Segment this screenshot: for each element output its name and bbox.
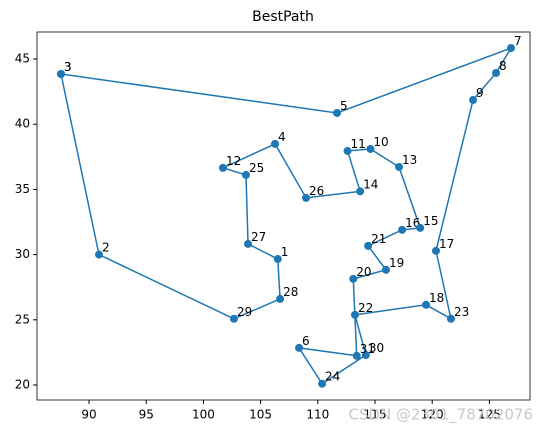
point-label: 4: [278, 130, 286, 144]
y-tick-label: 30: [15, 247, 30, 261]
point-label: 12: [226, 154, 241, 168]
point: [295, 343, 304, 352]
point: [273, 255, 282, 264]
y-tick-label: 45: [15, 51, 30, 65]
point-label: 17: [439, 237, 454, 251]
point-label: 15: [423, 214, 438, 228]
point-label: 8: [499, 59, 507, 73]
point-label: 20: [356, 265, 371, 279]
point-label: 30: [369, 341, 384, 355]
x-tick-label: 120: [421, 408, 444, 422]
x-tick-label: 95: [139, 408, 154, 422]
point: [343, 146, 352, 155]
y-tick-label: 20: [15, 378, 30, 392]
point: [218, 163, 227, 172]
point-label: 10: [373, 135, 388, 149]
point: [416, 223, 425, 232]
point: [349, 274, 358, 283]
plot-frame: [36, 31, 531, 401]
point: [352, 351, 361, 360]
x-tick-label: 115: [364, 408, 387, 422]
point-label: 27: [251, 230, 266, 244]
point-label: 21: [371, 232, 386, 246]
point-label: 24: [325, 370, 340, 384]
point: [507, 44, 516, 53]
point-label: 14: [363, 177, 378, 191]
y-tick-label: 35: [15, 182, 30, 196]
x-tick-label: 90: [81, 408, 96, 422]
point: [469, 95, 478, 104]
point-label: 1: [281, 245, 289, 259]
point: [241, 170, 250, 179]
point: [492, 68, 501, 77]
point: [333, 108, 342, 117]
point: [229, 314, 238, 323]
watermark: CSDN @2301_78702076: [348, 406, 533, 425]
point-label: 2: [102, 241, 110, 255]
point: [446, 314, 455, 323]
point-label: 9: [476, 86, 484, 100]
point: [366, 144, 375, 153]
point-label: 19: [389, 256, 404, 270]
point: [361, 351, 370, 360]
point-label: 26: [309, 184, 324, 198]
point-label: 11: [351, 137, 366, 151]
point: [276, 294, 285, 303]
point-label: 28: [283, 285, 298, 299]
x-tick-label: 100: [192, 408, 215, 422]
point: [244, 239, 253, 248]
point: [356, 187, 365, 196]
point-label: 6: [302, 334, 310, 348]
point: [381, 265, 390, 274]
x-tick-label: 110: [306, 408, 329, 422]
point-label: 13: [402, 153, 417, 167]
chart-title: BestPath: [252, 9, 314, 25]
point: [302, 193, 311, 202]
path-line: [60, 46, 513, 385]
point: [57, 69, 66, 78]
point-label: 29: [237, 305, 252, 319]
point-label: 23: [454, 305, 469, 319]
point: [364, 241, 373, 250]
point: [422, 300, 431, 309]
point-label: 3: [64, 60, 72, 74]
point-label: 3: [64, 60, 72, 74]
point: [431, 246, 440, 255]
point: [350, 310, 359, 319]
point-label: 31: [360, 342, 375, 356]
y-tick-label: 40: [15, 117, 30, 131]
point: [94, 250, 103, 259]
point-label: 18: [429, 291, 444, 305]
x-tick-label: 105: [249, 408, 272, 422]
point-label: 22: [358, 301, 373, 315]
point-label: 7: [514, 34, 522, 48]
x-tick-label: 125: [478, 408, 501, 422]
point: [398, 225, 407, 234]
point-label: 5: [340, 99, 348, 113]
y-tick-label: 25: [15, 312, 30, 326]
point: [318, 379, 327, 388]
point: [395, 162, 404, 171]
point: [271, 139, 280, 148]
point-label: 25: [249, 161, 264, 175]
